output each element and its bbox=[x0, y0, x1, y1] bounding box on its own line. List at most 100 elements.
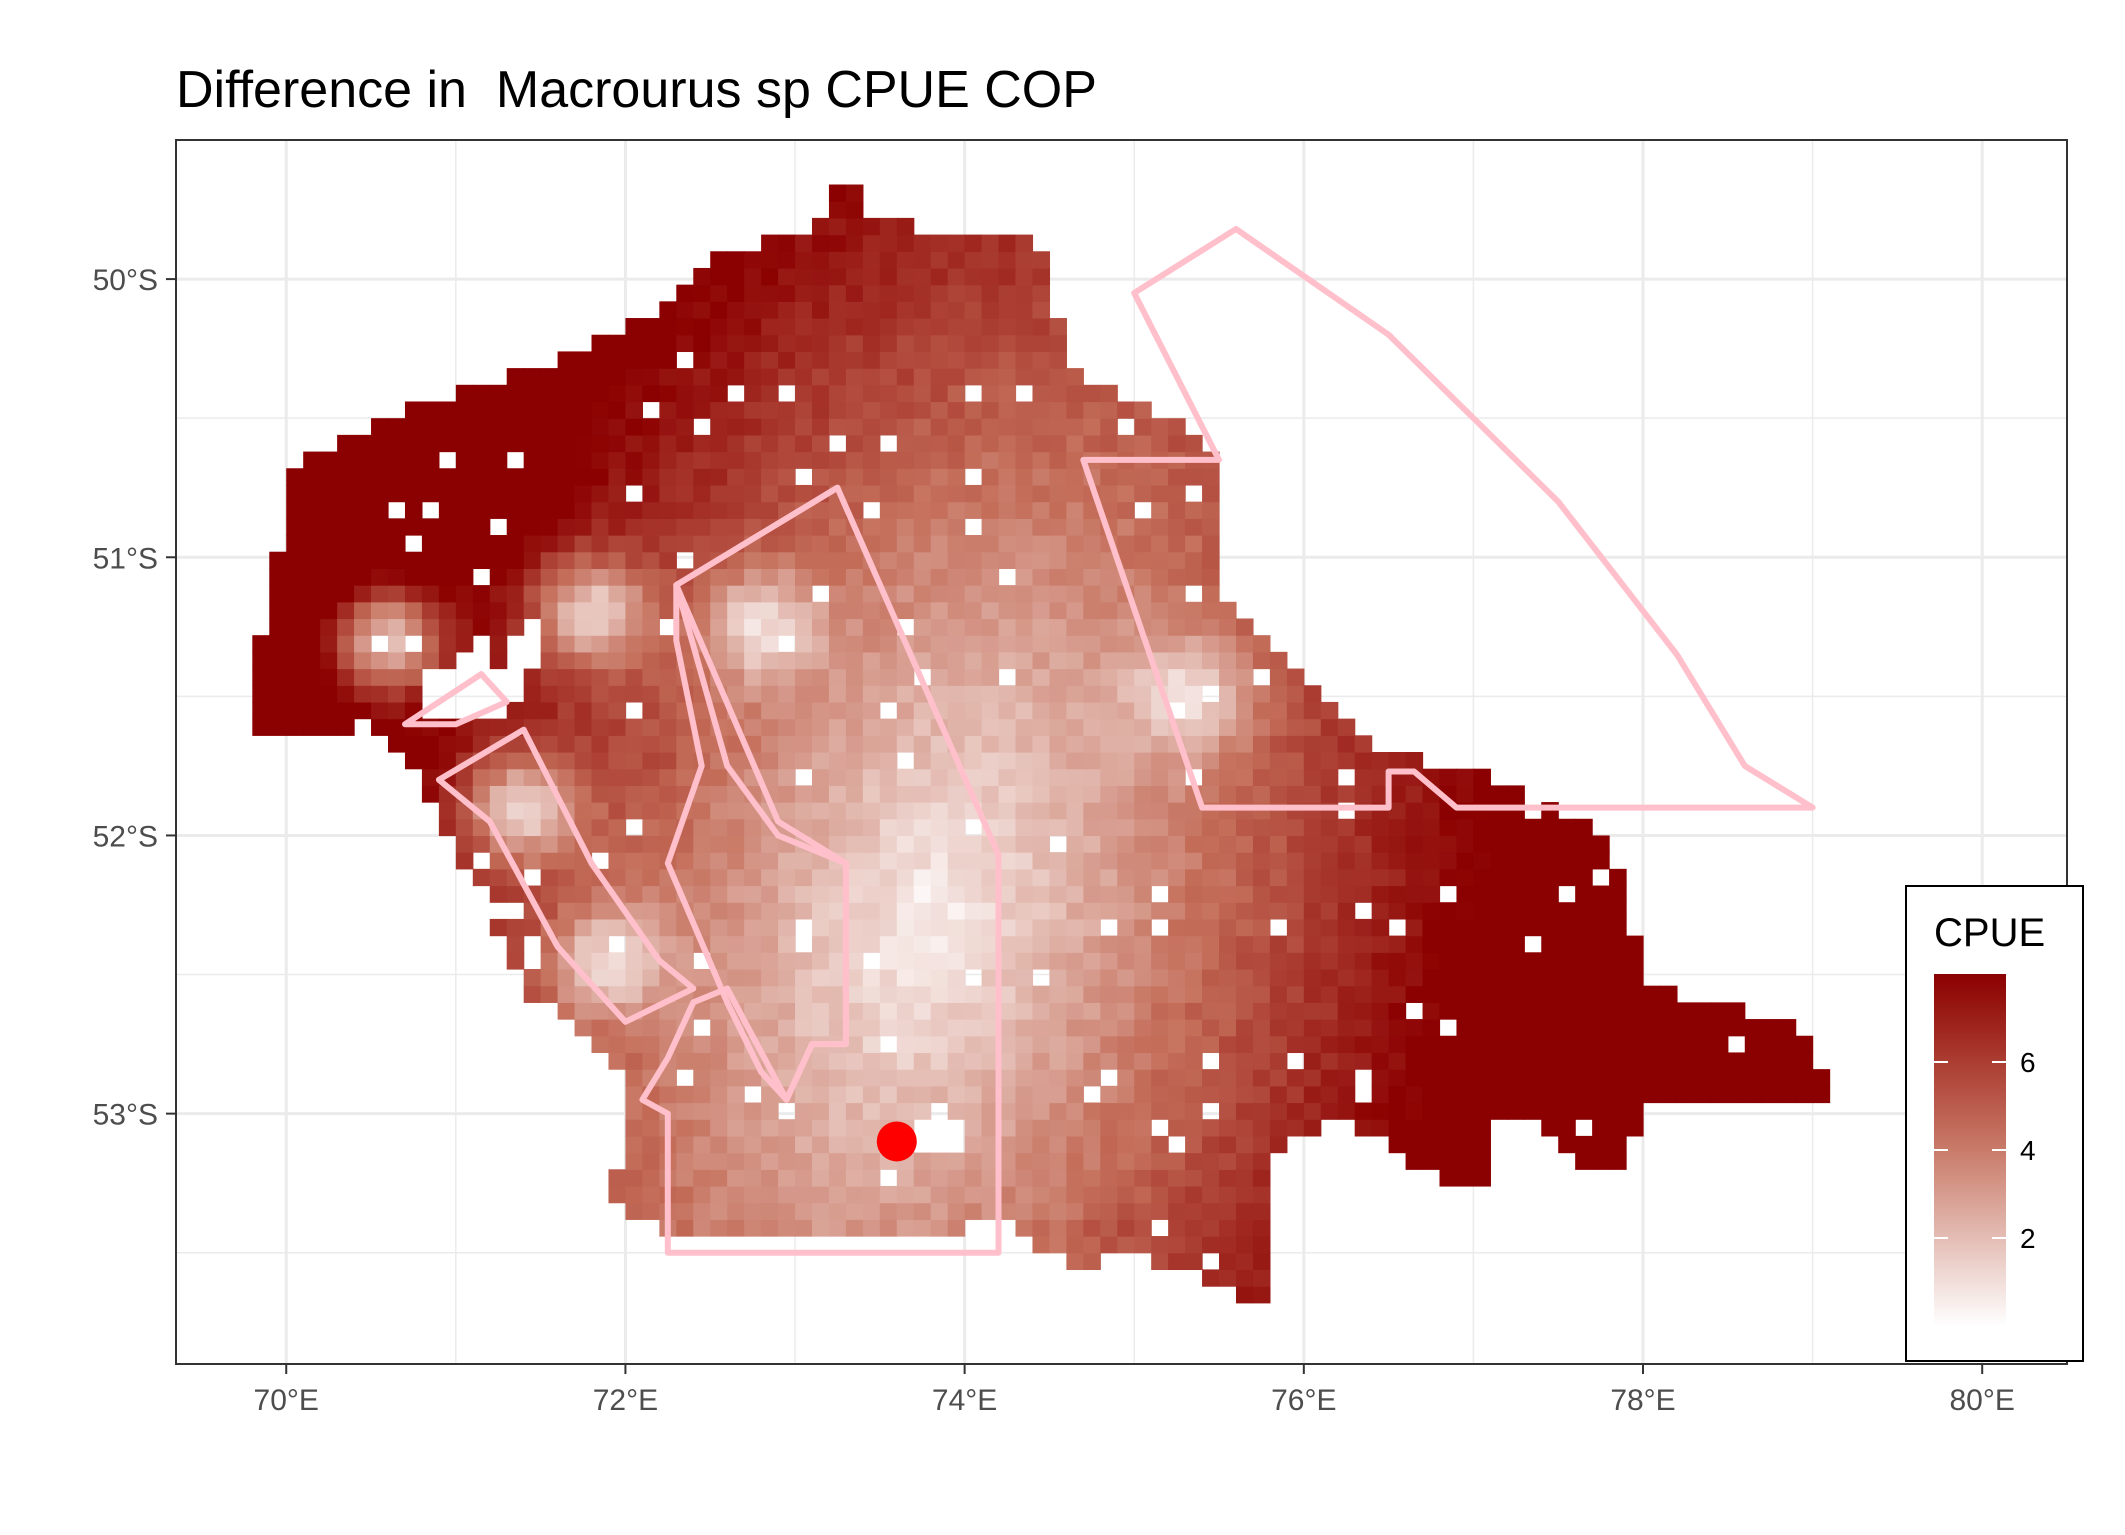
cpue-cell bbox=[625, 985, 643, 1003]
cpue-cell bbox=[896, 368, 915, 386]
cpue-cell bbox=[828, 1069, 847, 1087]
cpue-cell bbox=[625, 418, 643, 436]
cpue-cell bbox=[761, 334, 779, 353]
cpue-cell bbox=[1320, 1052, 1339, 1070]
cpue-cell bbox=[862, 251, 881, 269]
cpue-cell bbox=[591, 535, 610, 553]
cpue-cell bbox=[1134, 468, 1152, 486]
cpue-cell bbox=[1032, 918, 1051, 937]
cpue-cell bbox=[1388, 1002, 1407, 1020]
cpue-cell bbox=[930, 1052, 949, 1070]
cpue-cell bbox=[981, 1185, 1000, 1204]
cpue-cell bbox=[778, 568, 796, 586]
cpue-cell bbox=[913, 368, 932, 386]
cpue-cell bbox=[557, 601, 576, 620]
cpue-cell bbox=[1456, 918, 1475, 937]
cpue-cell bbox=[1066, 518, 1084, 536]
cpue-cell bbox=[845, 418, 864, 436]
cpue-cell bbox=[1066, 902, 1084, 920]
cpue-cell bbox=[845, 952, 864, 970]
cpue-cell bbox=[1168, 835, 1186, 853]
cpue-cell bbox=[964, 852, 983, 870]
cpue-cell bbox=[608, 718, 627, 736]
cpue-cell bbox=[1151, 952, 1169, 970]
cpue-cell bbox=[930, 868, 949, 887]
cpue-cell bbox=[1168, 1152, 1186, 1170]
cpue-cell bbox=[845, 651, 864, 670]
cpue-cell bbox=[710, 918, 728, 937]
cpue-cell bbox=[1202, 1035, 1220, 1054]
cpue-cell bbox=[862, 318, 881, 336]
cpue-cell bbox=[1083, 434, 1101, 453]
cpue-cell bbox=[1456, 785, 1475, 803]
cpue-cell bbox=[523, 484, 542, 503]
cpue-cell bbox=[1219, 1269, 1237, 1287]
cpue-cell bbox=[1185, 1236, 1203, 1254]
cpue-cell bbox=[1151, 735, 1169, 753]
cpue-cell bbox=[421, 451, 440, 469]
cpue-cell bbox=[1252, 935, 1271, 953]
cpue-cell bbox=[1235, 635, 1254, 653]
cpue-cell bbox=[574, 468, 593, 486]
cpue-cell bbox=[1032, 685, 1051, 703]
cpue-cell bbox=[981, 718, 1000, 736]
cpue-cell bbox=[1609, 885, 1627, 903]
cpue-cell bbox=[1151, 868, 1169, 887]
cpue-cell bbox=[862, 585, 881, 603]
cpue-cell bbox=[828, 835, 847, 853]
cpue-cell bbox=[693, 1069, 711, 1087]
cpue-cell bbox=[964, 1169, 983, 1187]
cpue-cell bbox=[1083, 668, 1101, 686]
cpue-cell bbox=[1100, 1002, 1118, 1020]
cpue-cell bbox=[676, 835, 694, 853]
cpue-cell bbox=[947, 234, 966, 252]
cpue-cell bbox=[1168, 935, 1186, 953]
cpue-cell bbox=[896, 434, 915, 453]
cpue-cell bbox=[947, 902, 966, 920]
cpue-cell bbox=[913, 635, 932, 653]
cpue-cell bbox=[845, 718, 864, 736]
cpue-cell bbox=[1015, 768, 1034, 786]
cpue-cell bbox=[354, 468, 372, 486]
cpue-cell bbox=[862, 685, 881, 703]
cpue-cell bbox=[1083, 568, 1101, 586]
cpue-cell bbox=[557, 718, 576, 736]
cpue-cell bbox=[523, 518, 542, 536]
cpue-cell bbox=[1456, 1052, 1475, 1070]
cpue-cell bbox=[693, 585, 711, 603]
cpue-cell bbox=[811, 952, 830, 970]
cpue-cell bbox=[455, 484, 474, 503]
cpue-cell bbox=[523, 802, 542, 820]
cpue-cell bbox=[693, 852, 711, 870]
cpue-cell bbox=[591, 902, 610, 920]
cpue-cell bbox=[1575, 885, 1593, 903]
cpue-cell bbox=[676, 434, 694, 453]
cpue-cell bbox=[981, 668, 1000, 686]
cpue-cell bbox=[964, 902, 983, 920]
cpue-cell bbox=[896, 952, 915, 970]
cpue-cell bbox=[642, 1135, 660, 1154]
y-tick-label: 50°S bbox=[93, 264, 158, 297]
cpue-cell bbox=[1507, 1002, 1525, 1020]
cpue-cell bbox=[1134, 1152, 1152, 1170]
cpue-cell bbox=[1168, 768, 1186, 786]
cpue-cell bbox=[828, 535, 847, 553]
cpue-cell bbox=[642, 651, 660, 670]
cpue-cell bbox=[438, 651, 457, 670]
cpue-cell bbox=[1066, 1002, 1084, 1020]
cpue-cell bbox=[1558, 1085, 1576, 1104]
cpue-cell bbox=[1354, 935, 1373, 953]
cpue-cell bbox=[930, 518, 949, 536]
cpue-cell bbox=[947, 585, 966, 603]
cpue-cell bbox=[693, 535, 711, 553]
cpue-cell bbox=[472, 434, 491, 453]
cpue-cell bbox=[930, 468, 949, 486]
cpue-cell bbox=[320, 501, 338, 519]
cpue-cell bbox=[913, 718, 932, 736]
cpue-cell bbox=[862, 334, 881, 353]
cpue-cell bbox=[879, 217, 898, 236]
cpue-cell bbox=[1083, 1185, 1101, 1204]
cpue-cell bbox=[1185, 968, 1203, 987]
cpue-cell bbox=[828, 802, 847, 820]
cpue-cell bbox=[896, 835, 915, 853]
